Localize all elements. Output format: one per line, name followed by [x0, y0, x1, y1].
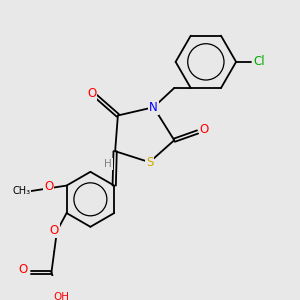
Text: Cl: Cl — [254, 56, 265, 68]
Text: N: N — [149, 101, 158, 114]
Text: S: S — [146, 156, 153, 169]
Text: H: H — [104, 159, 112, 169]
Text: O: O — [50, 224, 59, 237]
Text: OH: OH — [53, 292, 69, 300]
Text: O: O — [200, 123, 209, 136]
Text: O: O — [44, 180, 53, 194]
Text: O: O — [87, 87, 96, 100]
Text: O: O — [18, 263, 27, 276]
Text: CH₃: CH₃ — [12, 186, 30, 196]
